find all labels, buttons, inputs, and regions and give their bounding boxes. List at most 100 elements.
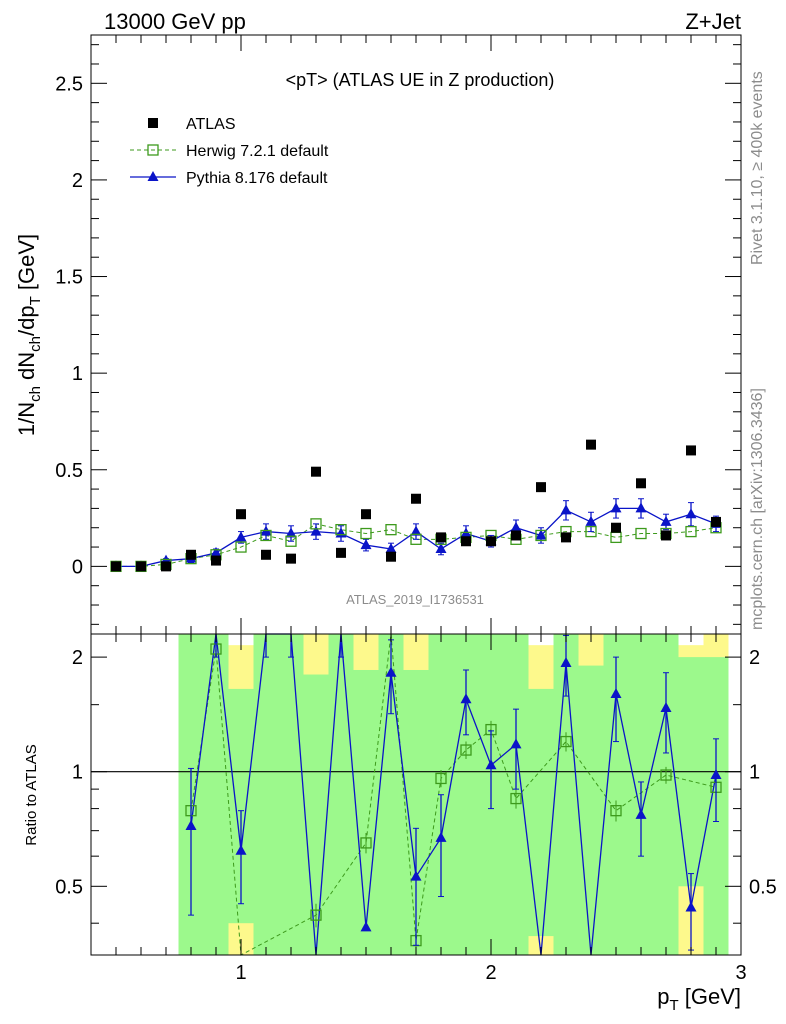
atlas-point bbox=[236, 509, 246, 520]
y-tick-label: 2.5 bbox=[55, 73, 83, 95]
herwig-point bbox=[535, 529, 547, 542]
pythia-point bbox=[585, 515, 597, 526]
pythia-point bbox=[410, 525, 422, 536]
atlas-point bbox=[536, 482, 546, 493]
ratio-pythia-point bbox=[460, 693, 472, 704]
atlas-point bbox=[186, 549, 196, 560]
legend-entry-atlas: ATLAS bbox=[148, 116, 236, 133]
legend-pythia-marker bbox=[147, 171, 159, 181]
legend-herwig-marker bbox=[147, 144, 159, 156]
atlas-point bbox=[611, 522, 621, 533]
pythia-point bbox=[635, 502, 647, 513]
atlas-point bbox=[486, 536, 496, 547]
mcplots-label: mcplots.cern.ch [arXiv:1306.3436] bbox=[749, 388, 766, 630]
herwig-point bbox=[285, 535, 297, 547]
ratio-herwig-point bbox=[310, 909, 322, 921]
ratio-pythia-point bbox=[410, 870, 422, 881]
atlas-point bbox=[461, 536, 471, 547]
ratio-plot-panel: 0.5 0.5 1 1 2 2 1 2 3 Ratio to ATLAS pT [GeV] bbox=[23, 633, 777, 1014]
herwig-point bbox=[360, 527, 372, 540]
herwig-point bbox=[610, 531, 622, 544]
ratio-uncertainty-band-inner bbox=[528, 688, 554, 937]
ratio-uncertainty-band-inner bbox=[328, 634, 354, 955]
ratio-pythia-point bbox=[235, 844, 247, 855]
ratio-herwig-point bbox=[660, 769, 672, 781]
x-tick-label: 1 bbox=[235, 962, 246, 984]
atlas-point bbox=[261, 549, 271, 560]
pythia-point bbox=[685, 508, 697, 519]
ratio-pythia-point bbox=[435, 831, 447, 842]
ratio-y-tick-label-right: 1 bbox=[749, 762, 760, 784]
atlas-point bbox=[711, 516, 721, 527]
ratio-herwig-point bbox=[360, 837, 372, 849]
pythia-point bbox=[560, 504, 572, 515]
atlas-point bbox=[311, 466, 321, 477]
pythia-point bbox=[385, 542, 397, 553]
ratio-pythia-point bbox=[560, 656, 572, 667]
ratio-y-tick-label: 2 bbox=[72, 647, 83, 669]
herwig-point bbox=[335, 524, 347, 536]
atlas-point bbox=[336, 547, 346, 558]
legend-entry-pythia: Pythia 8.176 default bbox=[130, 170, 328, 187]
ratio-y-tick-label: 0.5 bbox=[55, 876, 83, 898]
atlas-point bbox=[386, 551, 396, 562]
pythia-point bbox=[285, 527, 297, 538]
legend-atlas-marker bbox=[148, 118, 158, 128]
y-tick-label: 0.5 bbox=[55, 460, 83, 482]
herwig-point bbox=[635, 527, 647, 540]
legend-pythia-label: Pythia 8.176 default bbox=[186, 170, 328, 187]
atlas-point bbox=[511, 530, 521, 541]
atlas-point bbox=[586, 439, 596, 450]
ratio-herwig-point bbox=[510, 792, 522, 805]
herwig-point bbox=[410, 533, 422, 545]
ratio-uncertainty-band-inner bbox=[353, 669, 379, 955]
y-tick-label: 1.5 bbox=[55, 267, 83, 289]
ratio-pythia-point bbox=[185, 820, 197, 831]
atlas-point bbox=[686, 445, 696, 456]
ratio-pythia-point bbox=[635, 808, 647, 819]
herwig-point bbox=[235, 541, 247, 553]
plot-title: <pT> (ATLAS UE in Z production) bbox=[286, 70, 555, 90]
ratio-pythia-point bbox=[510, 738, 522, 749]
herwig-point bbox=[585, 525, 597, 538]
main-y-axis-label: 1/Nch dNch/dpT [GeV] bbox=[14, 234, 44, 436]
header-right: Z+Jet bbox=[685, 9, 741, 34]
atlas-point bbox=[211, 555, 221, 566]
ratio-uncertainty-band-inner bbox=[278, 634, 304, 955]
x-axis-label: pT [GeV] bbox=[657, 984, 741, 1014]
ratio-pythia-point bbox=[685, 901, 697, 912]
pythia-point bbox=[510, 521, 522, 532]
pythia-point bbox=[535, 529, 547, 540]
legend-atlas-label: ATLAS bbox=[186, 116, 236, 133]
ratio-y-axis-label: Ratio to ATLAS bbox=[23, 744, 40, 845]
ratio-herwig-point bbox=[610, 805, 622, 817]
atlas-point bbox=[361, 509, 371, 520]
analysis-watermark: ATLAS_2019_I1736531 bbox=[346, 592, 484, 607]
pythia-point bbox=[610, 502, 622, 513]
herwig-point bbox=[310, 518, 322, 530]
herwig-point bbox=[385, 524, 397, 536]
y-tick-label: 1 bbox=[72, 363, 83, 385]
atlas-point bbox=[636, 478, 646, 489]
herwig-point bbox=[260, 529, 272, 542]
pythia-point bbox=[660, 515, 672, 526]
y-tick-label: 2 bbox=[72, 170, 83, 192]
header-left: 13000 GeV pp bbox=[104, 9, 246, 34]
main-plot-panel: 0 0.5 1 1.5 2 2.5 <pT> (ATLAS UE in Z product… bbox=[14, 34, 742, 635]
rivet-label: Rivet 3.1.10, ≥ 400k events bbox=[749, 71, 766, 265]
pythia-point bbox=[360, 539, 372, 550]
atlas-point bbox=[436, 532, 446, 543]
ratio-herwig-point bbox=[460, 744, 472, 756]
pythia-point bbox=[435, 542, 447, 553]
x-tick-label: 3 bbox=[735, 962, 746, 984]
atlas-point bbox=[411, 493, 421, 504]
atlas-point bbox=[136, 561, 146, 572]
ratio-pythia-point bbox=[485, 759, 497, 770]
legend-herwig-label: Herwig 7.2.1 default bbox=[186, 143, 329, 160]
ratio-y-tick-label: 1 bbox=[72, 762, 83, 784]
ratio-pythia-point bbox=[660, 702, 672, 713]
legend: ATLAS Herwig 7.2.1 default Pythia 8.176 … bbox=[130, 116, 329, 187]
atlas-point bbox=[286, 553, 296, 564]
atlas-point bbox=[111, 561, 121, 572]
